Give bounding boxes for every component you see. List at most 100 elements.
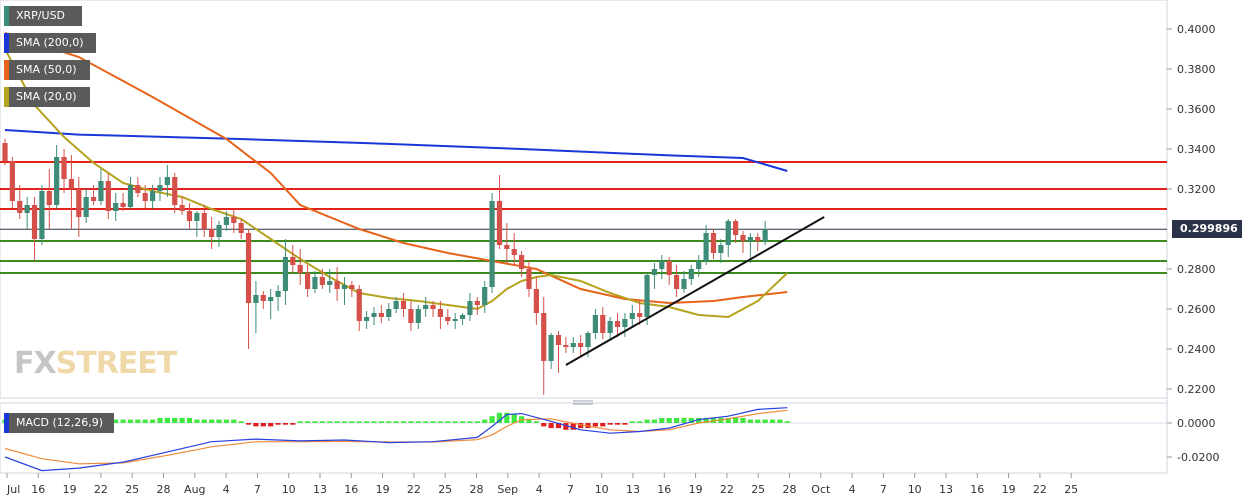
candle-body (482, 287, 488, 305)
macd-histogram-bar (164, 417, 170, 423)
time-tick-label: 25 (1064, 483, 1078, 496)
candle-body (548, 335, 554, 361)
macd-histogram-bar (614, 423, 621, 425)
legend-xrp-usd: XRP/USD (4, 6, 82, 26)
legend-sma-200: SMA (200,0) (4, 33, 96, 53)
macd-tick-label: -0.0200 (1177, 451, 1219, 464)
macd-histogram-bar (659, 417, 665, 423)
candle-body (327, 281, 333, 285)
macd-histogram-bar (245, 423, 252, 425)
legend-label-xrp: XRP/USD (16, 9, 66, 22)
macd-histogram-bar (755, 419, 761, 423)
time-tick-label: 19 (689, 483, 703, 496)
macd-histogram-bar (319, 421, 325, 423)
macd-histogram-bar (430, 421, 436, 423)
fxstreet-watermark: FXSTREET (14, 346, 177, 381)
candle-body (504, 245, 510, 249)
price-tick-label: 0.4000 (1177, 23, 1216, 36)
legend-swatch-macd (4, 413, 9, 433)
price-tick-label: 0.3200 (1177, 183, 1216, 196)
macd-histogram-bar (268, 423, 274, 427)
candle-body (740, 235, 746, 241)
macd-histogram-bar (769, 419, 776, 423)
macd-histogram-bar (747, 419, 753, 423)
candle-body (24, 205, 30, 213)
candle-body (245, 233, 252, 303)
macd-histogram-bar (135, 419, 141, 423)
time-tick-label: 22 (720, 483, 734, 496)
time-tick-label: 28 (783, 483, 797, 496)
candle-body (718, 245, 724, 253)
candle-body (319, 277, 325, 285)
candle-body (201, 213, 207, 229)
candle-body (467, 301, 473, 315)
candle-body (430, 305, 436, 309)
time-tick-label: 22 (1033, 483, 1047, 496)
macd-histogram-bar (231, 419, 237, 423)
price-tick-label: 0.3400 (1177, 143, 1216, 156)
candle-body (31, 205, 38, 239)
macd-histogram-bar (423, 421, 429, 423)
time-tick-label: 7 (880, 483, 887, 496)
candle-body (445, 317, 451, 321)
macd-line (4, 407, 788, 472)
macd-histogram-bar (762, 419, 768, 423)
candle-body (681, 279, 687, 289)
candle-body (253, 295, 259, 303)
candle-body (400, 301, 407, 309)
candle-body (268, 297, 274, 301)
macd-histogram-bar (784, 421, 790, 423)
legend-sma-50: SMA (50,0) (4, 60, 90, 80)
candle-body (408, 309, 414, 323)
candle-body (578, 343, 584, 347)
macd-histogram-bar (378, 421, 384, 423)
macd-histogram-bar (172, 417, 178, 423)
legend-label-sma50: SMA (50,0) (16, 63, 77, 76)
candle-body (622, 319, 628, 327)
macd-histogram-bar (364, 421, 370, 423)
candle-body (304, 273, 311, 289)
macd-histogram-bar (673, 417, 680, 423)
legend-swatch-sma200 (4, 33, 9, 53)
macd-signal-line (4, 409, 788, 465)
macd-histogram-bar (393, 421, 399, 423)
time-tick-label: 4 (849, 483, 856, 496)
time-tick-label: 28 (470, 483, 484, 496)
macd-histogram-bar (482, 419, 488, 423)
candle-body (260, 295, 266, 301)
candle-body (637, 313, 643, 317)
macd-histogram-bar (459, 421, 466, 423)
candle-body (341, 285, 348, 289)
time-tick-label: 10 (595, 483, 609, 496)
macd-histogram-bar (644, 419, 650, 423)
candle-body (755, 237, 761, 241)
last-price-value: 0.299896 (1180, 222, 1238, 235)
candle-body (644, 275, 650, 317)
candle-body (415, 309, 421, 323)
candle-body (2, 143, 8, 161)
candle-body (696, 261, 702, 269)
macd-histogram-bar (349, 421, 355, 423)
sma-200-line (4, 129, 788, 172)
sma-50-line (4, 32, 788, 305)
macd-histogram-bar (592, 423, 598, 427)
candle-body (275, 291, 281, 297)
macd-histogram-bar (740, 417, 746, 423)
time-tick-label: 19 (376, 483, 390, 496)
candle-body (762, 229, 768, 241)
macd-histogram-bar (113, 419, 119, 423)
candle-body (459, 315, 466, 319)
time-tick-label: 7 (567, 483, 574, 496)
main-panel (0, 0, 1168, 399)
macd-histogram-bar (548, 423, 554, 429)
macd-histogram-bar (578, 423, 584, 429)
macd-histogram-bar (400, 421, 407, 423)
candle-body (127, 185, 134, 207)
candle-body (194, 213, 200, 221)
macd-histogram-bar (223, 419, 229, 423)
candle-body (371, 313, 377, 317)
candle-body (747, 237, 753, 241)
candle-body (356, 289, 362, 321)
macd-histogram-bar (681, 417, 687, 423)
time-tick-label: 22 (94, 483, 108, 496)
